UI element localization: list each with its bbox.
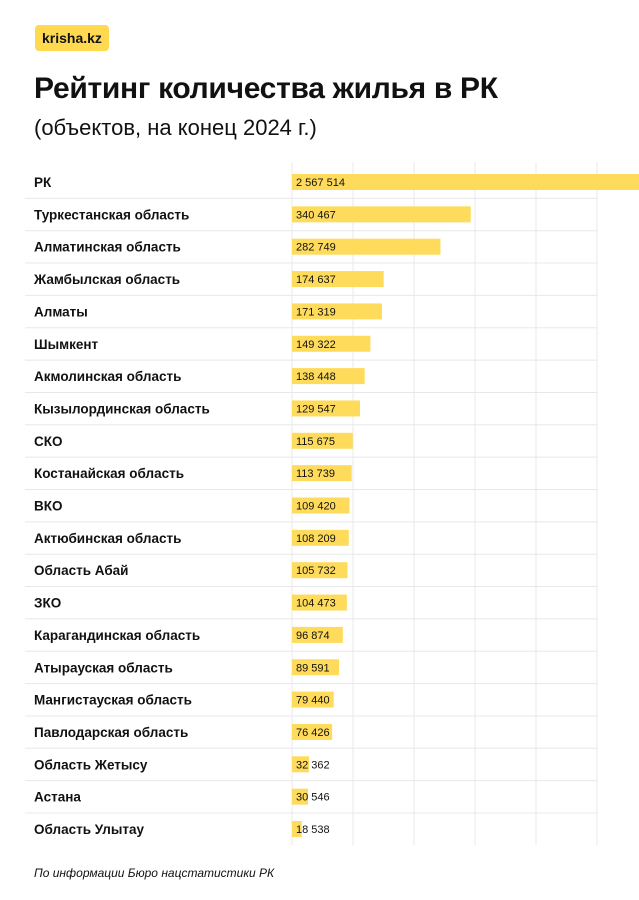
category-label: Мангистауская область: [34, 693, 192, 708]
source-note: По информации Бюро нацстатистики РК: [34, 866, 275, 880]
bar: [292, 368, 365, 385]
category-label: Область Улытау: [34, 822, 145, 837]
value-label: 96 874: [296, 630, 330, 642]
category-label: ВКО: [34, 499, 63, 514]
category-label: Кызылординская область: [34, 401, 210, 416]
category-label: Алматы: [34, 304, 88, 319]
bar: [292, 659, 340, 676]
category-label: Павлодарская область: [34, 725, 188, 740]
krisha-logo: krisha.kz: [35, 25, 109, 51]
category-label: СКО: [34, 434, 63, 449]
value-label: 282 749: [296, 242, 336, 254]
value-label: 104 473: [296, 598, 336, 610]
category-label: Область Жетысу: [34, 757, 148, 772]
bar: [292, 594, 347, 611]
category-label: Туркестанская область: [34, 207, 189, 222]
value-label: 129 547: [296, 403, 336, 415]
bar: [292, 206, 471, 223]
bar: [292, 335, 371, 352]
bar: [292, 400, 361, 417]
value-label: 18 538: [296, 824, 330, 836]
bar: [292, 174, 639, 190]
value-label: 174 637: [296, 274, 336, 286]
bar: [292, 238, 441, 255]
bar: [292, 626, 343, 643]
bar: [292, 271, 384, 288]
value-label: 109 420: [296, 501, 336, 513]
value-label: 32 362: [296, 759, 330, 771]
bar: [292, 788, 309, 805]
bar: [292, 303, 382, 320]
value-label: 2 567 514: [296, 177, 345, 189]
value-label: 30 546: [296, 792, 330, 804]
category-label: Атырауская область: [34, 660, 173, 675]
category-label: Шымкент: [34, 337, 99, 352]
category-label: Жамбылская область: [33, 272, 180, 287]
value-label: 113 739: [296, 468, 335, 480]
value-label: 108 209: [296, 533, 336, 545]
bar: [292, 821, 302, 837]
category-label: Область Абай: [34, 563, 128, 578]
value-label: 76 426: [296, 727, 330, 739]
category-label: Акмолинская область: [34, 369, 181, 384]
value-label: 138 448: [296, 371, 336, 383]
category-label: ЗКО: [34, 596, 61, 611]
category-label: Актюбинская область: [34, 531, 181, 546]
category-label: Карагандинская область: [34, 628, 200, 643]
category-label: РК: [34, 175, 52, 190]
bar: [292, 562, 348, 579]
bar: [292, 497, 350, 514]
value-label: 79 440: [296, 695, 330, 707]
value-label: 149 322: [296, 339, 336, 351]
category-label: Костанайская область: [34, 466, 184, 481]
category-label: Алматинская область: [34, 240, 181, 255]
category-label: Астана: [34, 790, 81, 805]
bar: [292, 756, 309, 773]
value-label: 340 467: [296, 209, 336, 221]
value-label: 89 591: [296, 662, 330, 674]
value-label: 105 732: [296, 565, 336, 577]
chart-title: Рейтинг количества жилья в РК: [34, 72, 498, 105]
bar: [292, 691, 334, 708]
bar: [292, 529, 349, 546]
value-label: 115 675: [296, 436, 335, 448]
value-label: 171 319: [296, 306, 336, 318]
bar: [292, 465, 352, 482]
chart-subtitle: (объектов, на конец 2024 г.): [34, 115, 317, 140]
bar: [292, 723, 333, 740]
bar: [292, 432, 353, 449]
